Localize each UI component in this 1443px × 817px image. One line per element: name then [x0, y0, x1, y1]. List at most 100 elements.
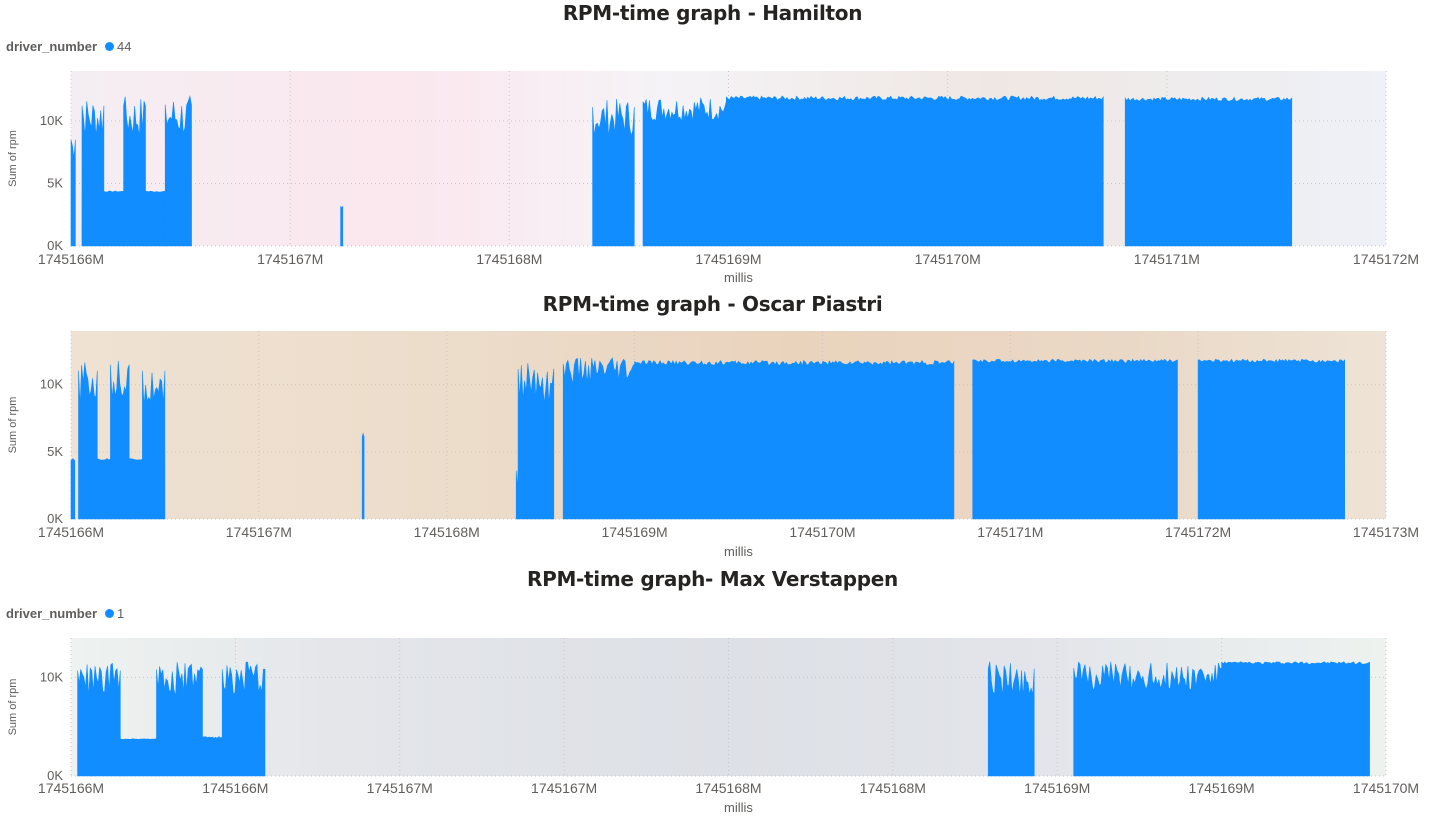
rpm-segment[interactable] [361, 432, 365, 520]
rpm-segment[interactable] [517, 363, 555, 520]
rpm-segment[interactable] [123, 96, 146, 247]
rpm-segment[interactable] [81, 101, 105, 247]
rpm-trace [725, 95, 1104, 247]
rpm-segment[interactable] [987, 661, 1035, 777]
chart-title: RPM-time graph - Hamilton [562, 1, 863, 25]
rpm-trace [562, 357, 635, 520]
rpm-segment[interactable] [78, 362, 98, 520]
rpm-segment[interactable] [70, 458, 76, 520]
rpm-trace [1197, 358, 1346, 520]
y-tick-label: 5K [47, 444, 63, 459]
rpm-trace [78, 362, 98, 520]
x-tick-label: 1745170M [915, 251, 981, 267]
rpm-segment[interactable] [77, 662, 121, 777]
y-axis-label: Sum of rpm [7, 130, 19, 187]
chart-piastri: RPM-time graph - Oscar Piastri 0K 5K 10K 17… [0, 0, 1443, 565]
rpm-trace [592, 98, 635, 247]
rpm-segment[interactable] [725, 95, 1104, 247]
x-tick-label: 1745167M [226, 524, 292, 540]
rpm-segment[interactable] [97, 458, 111, 520]
rpm-trace [156, 662, 203, 777]
plot-area[interactable]: 0K 5K 10K 1745166M 1745167M 1745168M 1745169M 1… [0, 0, 1443, 290]
rpm-segment[interactable] [562, 357, 635, 520]
rpm-trace [634, 359, 955, 520]
rpm-segment[interactable] [142, 370, 166, 520]
rpm-segment[interactable] [642, 97, 727, 247]
rpm-segment[interactable] [972, 358, 1178, 520]
rpm-segment[interactable] [634, 359, 955, 520]
rpm-trace [70, 458, 76, 520]
x-tick-label: 1745167M [367, 780, 433, 796]
rpm-trace [515, 470, 519, 520]
x-tick-label: 1745167M [257, 251, 323, 267]
rpm-segment[interactable] [119, 738, 157, 777]
rpm-segment[interactable] [1221, 661, 1370, 777]
rpm-segment[interactable] [110, 360, 130, 520]
y-tick-label: 0K [47, 511, 63, 526]
rpm-trace [1221, 661, 1370, 777]
rpm-trace [119, 738, 157, 777]
rpm-trace [202, 736, 223, 777]
legend-title: driver_number [6, 39, 98, 54]
x-tick-label: 1745168M [860, 780, 926, 796]
rpm-trace [103, 190, 124, 247]
x-tick-label: 1745171M [1134, 251, 1200, 267]
x-tick-label: 1745172M [1165, 524, 1231, 540]
rpm-trace [1073, 661, 1222, 777]
rpm-segment[interactable] [164, 95, 192, 247]
rpm-segment[interactable] [202, 736, 223, 777]
x-tick-label: 1745168M [476, 251, 542, 267]
plot-area[interactable]: 0K 5K 10K 1745166M 1745167M 1745168M 1745169M 1… [0, 0, 1443, 565]
rpm-trace [145, 190, 166, 247]
rpm-segment[interactable] [1073, 661, 1222, 777]
rpm-trace [164, 95, 192, 247]
x-tick-label: 1745172M [1353, 251, 1419, 267]
x-axis-label: millis [724, 270, 753, 285]
y-tick-label: 10K [40, 377, 63, 392]
rpm-trace [987, 661, 1035, 777]
rpm-segment[interactable] [340, 206, 344, 247]
rpm-trace [517, 363, 555, 520]
rpm-segment[interactable] [221, 661, 266, 777]
x-tick-label: 1745170M [789, 524, 855, 540]
x-tick-label: 1745169M [1189, 780, 1255, 796]
rpm-segment[interactable] [592, 98, 635, 247]
legend: driver_number 1 [6, 606, 124, 621]
y-tick-label: 0K [47, 238, 63, 253]
rpm-segment[interactable] [145, 190, 166, 247]
rpm-trace [221, 661, 266, 777]
rpm-trace [972, 358, 1178, 520]
legend-marker-icon [105, 609, 115, 618]
rpm-trace [77, 662, 121, 777]
rpm-trace [70, 139, 76, 247]
rpm-trace [110, 360, 130, 520]
chart-hamilton: RPM-time graph - Hamilton driver_number … [0, 0, 1443, 290]
legend-item-label: 44 [117, 39, 132, 54]
y-tick-label: 10K [40, 113, 63, 128]
x-axis-label: millis [724, 800, 753, 815]
legend-item-label: 1 [117, 606, 125, 621]
rpm-trace [142, 370, 166, 520]
rpm-segment[interactable] [156, 662, 203, 777]
chart-title: RPM-time graph- Max Verstappen [526, 567, 898, 591]
x-tick-label: 1745169M [601, 524, 667, 540]
rpm-segment[interactable] [70, 139, 76, 247]
legend: driver_number 44 [6, 39, 132, 54]
rpm-trace [340, 206, 344, 247]
rpm-segment[interactable] [1197, 358, 1346, 520]
rpm-segment[interactable] [1124, 96, 1293, 247]
y-tick-label: 0K [47, 768, 63, 783]
rpm-trace [642, 97, 727, 247]
legend-marker-icon [105, 42, 115, 51]
rpm-segment[interactable] [103, 190, 124, 247]
rpm-trace [81, 101, 105, 247]
x-tick-label: 1745166M [202, 780, 268, 796]
y-axis-label: Sum of rpm [7, 397, 19, 454]
rpm-segment[interactable] [515, 470, 519, 520]
rpm-trace [361, 432, 365, 520]
x-tick-label: 1745166M [38, 524, 104, 540]
x-tick-label: 1745170M [1353, 780, 1419, 796]
legend-title: driver_number [6, 606, 98, 621]
